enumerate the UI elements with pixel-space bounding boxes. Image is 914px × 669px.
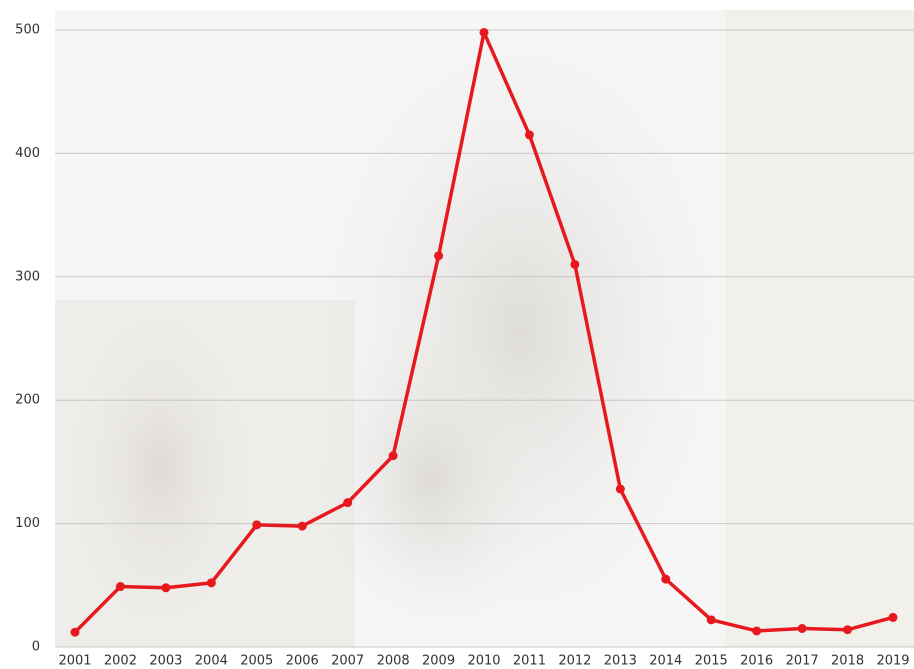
x-tick-label: 2018 <box>831 654 864 669</box>
x-tick-label: 2002 <box>104 654 137 669</box>
point <box>70 627 80 637</box>
point <box>206 578 216 588</box>
point <box>706 615 716 625</box>
point <box>752 626 762 636</box>
x-tick-label: 2009 <box>422 654 455 669</box>
x-tick-label: 2017 <box>786 654 819 669</box>
axes: 0 100 200 300 400 500 2001 2002 2003 2004 2005 2006… <box>15 23 914 669</box>
point <box>434 251 444 261</box>
point <box>343 498 353 508</box>
point <box>570 259 580 269</box>
plot <box>70 27 898 637</box>
x-tick-label: 2015 <box>695 654 728 669</box>
point <box>888 612 898 622</box>
y-tick-label: 300 <box>15 269 40 284</box>
x-tick-label: 2019 <box>876 654 909 669</box>
x-tick-label: 2014 <box>649 654 682 669</box>
point <box>479 27 489 37</box>
x-tick-label: 2011 <box>513 654 546 669</box>
point <box>615 484 625 494</box>
y-tick-label: 500 <box>15 23 40 38</box>
x-tick-label: 2007 <box>331 654 364 669</box>
x-tick-label: 2003 <box>149 654 182 669</box>
x-tick-label: 2004 <box>195 654 228 669</box>
point <box>524 130 534 140</box>
x-tick-label: 2006 <box>286 654 319 669</box>
point <box>297 521 307 531</box>
x-tick-label: 2013 <box>604 654 637 669</box>
point <box>161 583 171 593</box>
point <box>252 520 262 530</box>
x-tick-label: 2010 <box>467 654 500 669</box>
x-tick-label: 2012 <box>558 654 591 669</box>
x-tick-label: 2008 <box>377 654 410 669</box>
x-tick-label: 2001 <box>58 654 91 669</box>
background-photo <box>55 10 914 650</box>
point <box>797 623 807 633</box>
point <box>388 451 398 461</box>
y-tick-label: 0 <box>32 640 40 655</box>
y-tick-label: 100 <box>15 516 40 531</box>
x-tick-label: 2005 <box>240 654 273 669</box>
y-tick-label: 400 <box>15 146 40 161</box>
point <box>661 574 671 584</box>
point <box>115 582 125 592</box>
point <box>843 625 853 635</box>
y-tick-label: 200 <box>15 393 40 408</box>
x-tick-label: 2016 <box>740 654 773 669</box>
